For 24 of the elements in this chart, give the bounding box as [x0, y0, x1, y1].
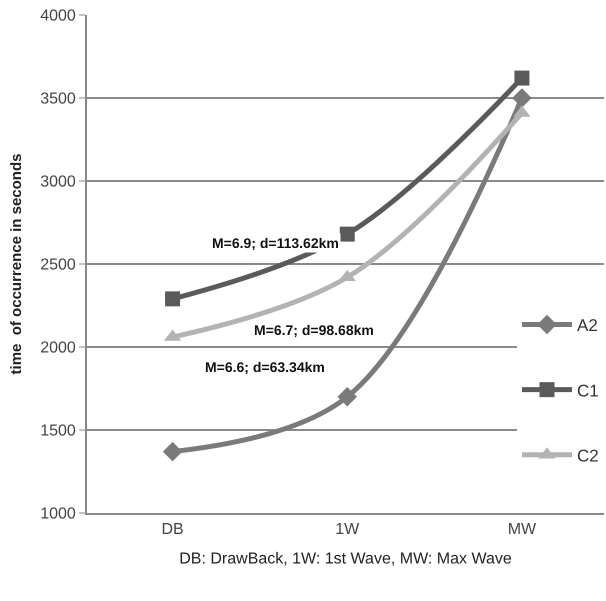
y-tick-label: 4000	[40, 8, 76, 25]
x-tick-label: DB	[161, 521, 184, 538]
y-tick-label: 2500	[40, 256, 76, 274]
y-tick-label: 3000	[40, 174, 76, 191]
legend-label: C2	[577, 446, 599, 466]
x-axis-title: DB: DrawBack, 1W: 1st Wave, MW: Max Wave	[179, 550, 512, 568]
x-tick-label: MW	[508, 521, 538, 538]
point	[165, 291, 180, 306]
y-axis-title: time of occurrence in seconds	[8, 154, 25, 374]
annotation: M=6.9; d=113.62km	[212, 235, 339, 251]
y-tick-label: 3500	[40, 90, 76, 108]
legend-label: A2	[577, 316, 598, 336]
point	[340, 226, 355, 242]
annotation: M=6.6; d=63.34km	[205, 359, 325, 375]
annotation: M=6.7; d=98.68km	[254, 322, 374, 338]
y-tick-label: 2000	[40, 340, 76, 357]
legend-label: C1	[577, 381, 599, 400]
point	[162, 442, 182, 462]
x-tick-label: 1W	[335, 521, 360, 538]
y-tick-label: 1500	[40, 422, 76, 440]
y-tick-label: 1000	[40, 506, 76, 523]
point	[512, 88, 532, 108]
point	[338, 387, 357, 407]
point	[514, 70, 530, 86]
